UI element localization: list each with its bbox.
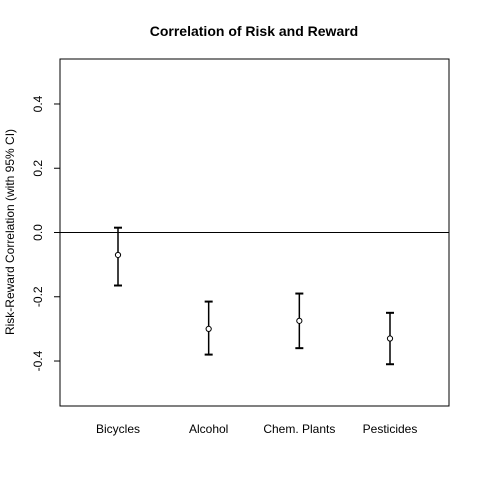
point-estimate — [296, 317, 303, 324]
y-tick-label: 0.4 — [31, 95, 45, 112]
point-estimate — [386, 335, 394, 342]
x-category-label: Pesticides — [363, 422, 418, 436]
y-axis-label: Risk-Reward Correlation (with 95% CI) — [3, 129, 17, 335]
x-category-label: Bicycles — [96, 422, 140, 436]
y-tick-label: 0.2 — [31, 160, 45, 177]
point-estimate — [114, 251, 122, 259]
y-tick-label: 0.0 — [31, 224, 45, 241]
x-category-label: Alcohol — [189, 422, 228, 436]
y-tick-label: -0.4 — [31, 350, 45, 371]
point-estimate — [205, 325, 212, 332]
x-category-label: Chem. Plants — [263, 422, 335, 436]
chart-title: Correlation of Risk and Reward — [150, 23, 358, 39]
y-tick-label: -0.2 — [31, 286, 45, 307]
